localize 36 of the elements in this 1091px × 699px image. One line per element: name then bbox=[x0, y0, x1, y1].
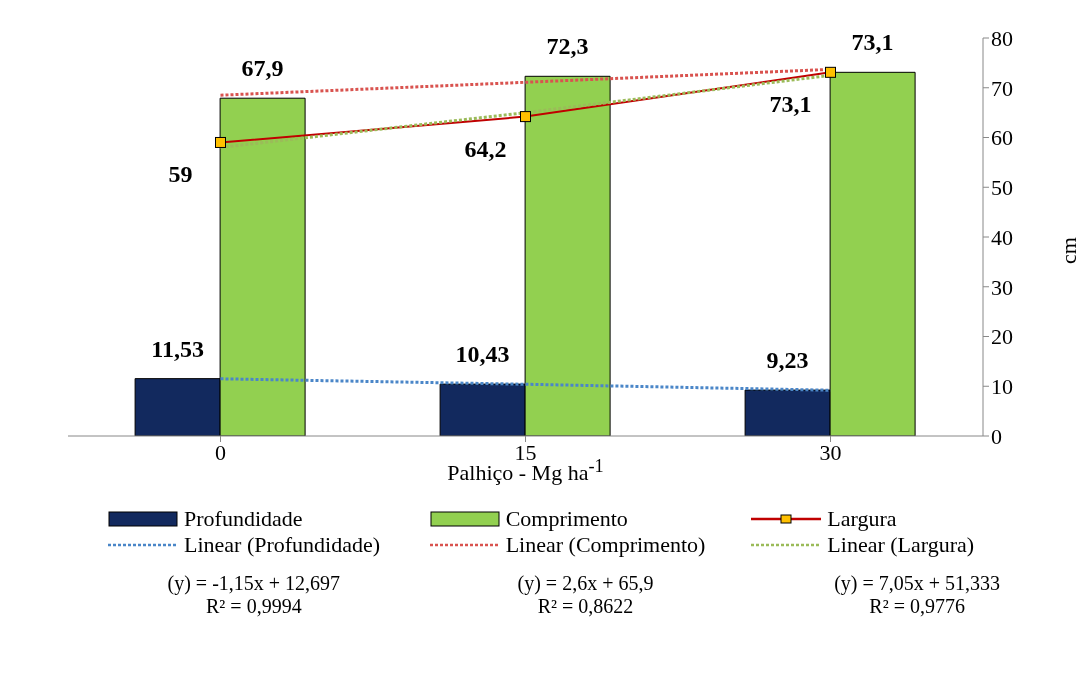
text: R² = 0,8622 bbox=[536, 595, 635, 618]
y-tick-label: 0 bbox=[991, 423, 1002, 449]
text: R² = 0,9994 bbox=[205, 595, 303, 618]
y-tick-label: 10 bbox=[991, 374, 1013, 400]
text: R² = 0,9776 bbox=[868, 595, 966, 618]
text: (y) = -1,15x + 12,697 bbox=[166, 572, 342, 595]
point bbox=[215, 136, 226, 148]
text: (y) = 7,05x + 51,333 bbox=[833, 572, 1002, 595]
data-label: 73,1 bbox=[851, 29, 894, 56]
legend-label: Largura bbox=[827, 506, 897, 532]
data-label: 73,1 bbox=[769, 91, 812, 118]
y-tick-label: 50 bbox=[991, 175, 1013, 201]
text: (y) = 2,6x + 65,9 bbox=[516, 572, 655, 595]
point bbox=[520, 111, 531, 123]
data-label: 11,53 bbox=[151, 335, 204, 362]
legend-label: Linear (Profundidade) bbox=[184, 532, 381, 558]
y-tick-label: 60 bbox=[991, 125, 1013, 151]
y-tick-label: 20 bbox=[991, 324, 1013, 350]
data-label: 67,9 bbox=[241, 55, 284, 82]
data-label: 72,3 bbox=[546, 33, 589, 60]
data-label: 9,23 bbox=[766, 347, 809, 374]
point bbox=[825, 66, 836, 78]
y-axis-title: cm bbox=[1055, 237, 1081, 264]
data-label: 10,43 bbox=[455, 341, 510, 368]
y-tick-label: 80 bbox=[991, 25, 1013, 51]
data-label: 59 bbox=[168, 161, 193, 188]
legend-label: Comprimento bbox=[505, 506, 628, 532]
x-tick-label: 0 bbox=[215, 439, 226, 465]
legend-label: Profundidade bbox=[184, 506, 303, 532]
y-tick-label: 40 bbox=[991, 224, 1013, 250]
data-label: 64,2 bbox=[464, 135, 507, 162]
y-tick-label: 70 bbox=[991, 75, 1013, 101]
legend-label: Linear (Comprimento) bbox=[505, 532, 706, 558]
x-tick-label: 30 bbox=[819, 439, 842, 465]
legend-label: Linear (Largura) bbox=[827, 532, 975, 558]
y-tick-label: 30 bbox=[991, 274, 1013, 300]
